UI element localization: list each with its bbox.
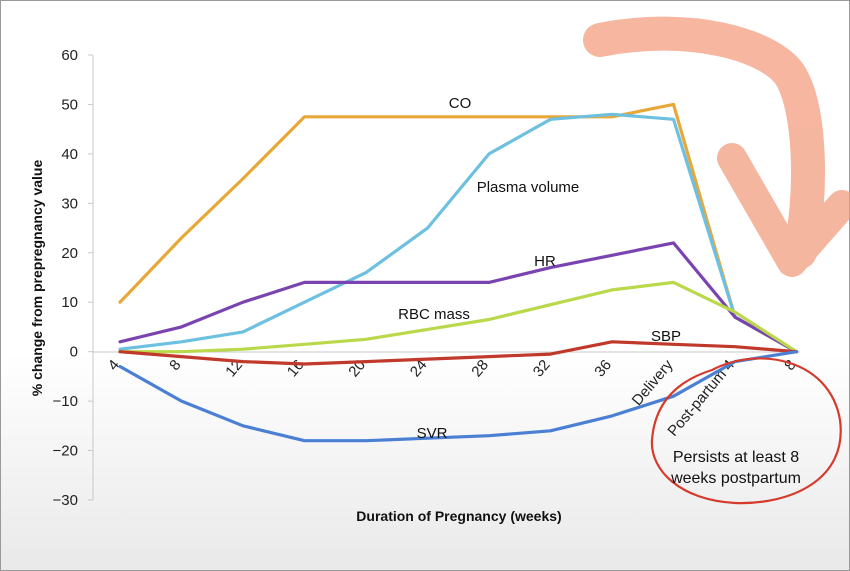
series-label-hr: HR	[534, 253, 556, 270]
y-tick-label: 10	[61, 294, 78, 311]
series-line-svr	[118, 350, 799, 443]
series-label-co: CO	[449, 95, 472, 112]
series-label-plasma-volume: Plasma volume	[477, 179, 580, 196]
x-tick-label: Post-partum 4	[664, 357, 738, 440]
series-line-co	[118, 102, 799, 354]
x-tick-label: 8	[166, 357, 184, 374]
y-tick-label: 50	[61, 96, 78, 113]
y-tick-label: 30	[61, 195, 78, 212]
y-tick-label: 20	[61, 245, 78, 262]
annotation-note: Persists at least 8 weeks postpartum	[670, 449, 801, 487]
annotation-text-line: weeks postpartum	[670, 470, 801, 487]
annotation-text-line: Persists at least 8	[673, 449, 799, 466]
y-axis-title: % change from prepregnancy value	[29, 160, 45, 397]
x-tick-label: 28	[468, 357, 492, 381]
y-tick-label: −10	[53, 393, 78, 410]
annotation-circle	[650, 357, 842, 505]
y-tick-label: 60	[61, 47, 78, 64]
red-arrow-icon	[583, 16, 850, 277]
y-tick-label: −20	[53, 443, 78, 460]
x-axis-title: Duration of Pregnancy (weeks)	[356, 508, 561, 524]
y-tick-label: −30	[53, 492, 78, 509]
x-tick-label: 36	[591, 357, 615, 381]
series-label-rbc-mass: RBC mass	[398, 306, 470, 323]
x-tick-label: 32	[530, 357, 554, 381]
y-tick-label: 40	[61, 146, 78, 163]
series-line-rbc-mass	[118, 280, 799, 354]
series-label-svr: SVR	[417, 425, 448, 442]
series-line-hr	[118, 241, 799, 354]
series-line-plasma-volume	[118, 112, 799, 354]
series-label-sbp: SBP	[651, 328, 681, 345]
x-tick-label: 16	[284, 357, 308, 381]
series-line-sbp	[118, 340, 799, 366]
y-tick-label: 0	[70, 344, 78, 361]
